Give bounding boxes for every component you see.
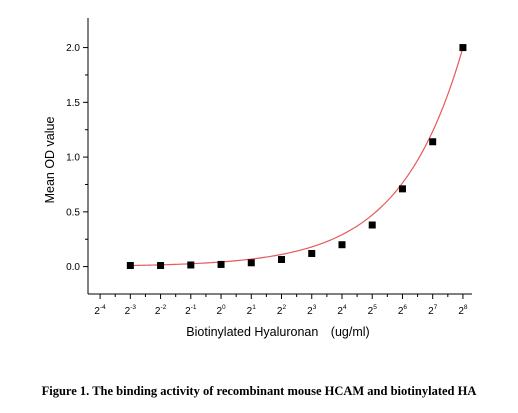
x-tick-label: 2-3 xyxy=(125,304,137,317)
x-tick-label: 24 xyxy=(337,304,347,317)
data-point xyxy=(459,44,467,52)
figure-caption: Figure 1. The binding activity of recomb… xyxy=(41,384,477,398)
data-point xyxy=(187,261,195,269)
data-point xyxy=(338,241,346,249)
y-tick-label: 1.0 xyxy=(66,153,80,164)
x-tick-label: 2-2 xyxy=(155,304,167,317)
y-axis-title: Mean OD value xyxy=(43,117,57,204)
data-point xyxy=(217,260,225,268)
x-tick-label: 27 xyxy=(428,304,438,317)
fit-curve xyxy=(130,47,464,267)
chart: 0.0 0.5 1.0 1.5 2.0 2-4 2-3 2-2 2-1 20 21 22 23 24 25 2… xyxy=(43,18,472,339)
axes: 0.0 0.5 1.0 1.5 2.0 2-4 2-3 2-2 2-1 20 21 22 23 24 25 2… xyxy=(66,18,472,317)
y-tick-label: 0.5 xyxy=(66,207,80,218)
data-point xyxy=(398,185,406,193)
y-tick-label: 2.0 xyxy=(66,43,80,54)
x-tick-label: 23 xyxy=(307,304,317,317)
data-point xyxy=(308,249,316,257)
data-point xyxy=(368,221,376,229)
x-tick-label: 20 xyxy=(216,304,226,317)
x-tick-label: 25 xyxy=(368,304,378,317)
data-point xyxy=(429,138,437,146)
data-point xyxy=(278,256,286,263)
data-point xyxy=(247,259,255,267)
x-axis-title: Biotinylated Hyaluronan (ug/ml) xyxy=(186,325,369,339)
data-point xyxy=(157,262,165,270)
data-point xyxy=(126,262,134,270)
data-points xyxy=(126,44,467,270)
x-tick-label: 22 xyxy=(277,304,287,317)
fit-curve-group xyxy=(130,47,464,267)
y-tick-label: 0.0 xyxy=(66,262,80,273)
x-tick-label: 26 xyxy=(398,304,408,317)
x-tick-label: 28 xyxy=(458,304,468,317)
x-tick-label: 21 xyxy=(247,304,257,317)
x-tick-label: 2-1 xyxy=(185,304,197,317)
x-tick-label: 2-4 xyxy=(94,304,106,317)
y-tick-label: 1.5 xyxy=(66,98,80,109)
